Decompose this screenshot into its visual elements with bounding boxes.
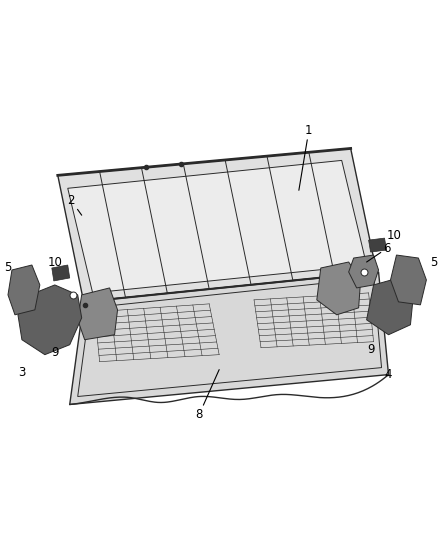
Polygon shape [70, 272, 389, 405]
Polygon shape [58, 149, 377, 302]
Polygon shape [78, 288, 117, 340]
Text: 10: 10 [386, 229, 401, 241]
Polygon shape [367, 278, 413, 335]
Polygon shape [52, 265, 70, 281]
Text: 1: 1 [299, 124, 313, 190]
Text: 5: 5 [431, 255, 438, 269]
Polygon shape [369, 238, 386, 252]
Polygon shape [8, 265, 40, 315]
Text: 4: 4 [385, 368, 392, 381]
Polygon shape [68, 160, 367, 293]
Text: 10: 10 [47, 255, 62, 269]
Text: 3: 3 [18, 366, 25, 379]
Polygon shape [391, 255, 426, 305]
Polygon shape [349, 255, 378, 288]
Polygon shape [78, 278, 381, 397]
Text: 9: 9 [51, 346, 59, 359]
Polygon shape [317, 262, 360, 315]
Text: 8: 8 [195, 369, 219, 421]
Text: 5: 5 [4, 262, 12, 274]
Polygon shape [18, 285, 82, 354]
Text: 9: 9 [367, 343, 374, 356]
Text: 6: 6 [367, 241, 391, 262]
Text: 2: 2 [67, 194, 82, 215]
